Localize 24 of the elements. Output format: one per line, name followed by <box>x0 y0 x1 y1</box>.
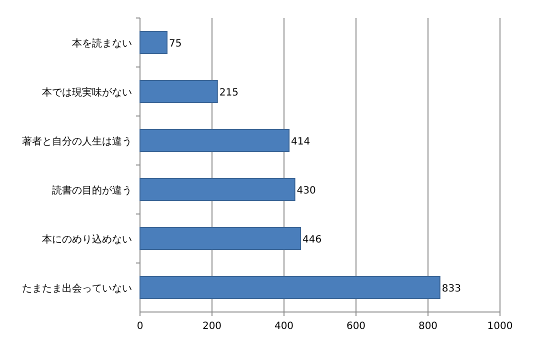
bar <box>140 30 168 54</box>
x-tick-label: 0 <box>136 321 144 332</box>
data-label: 75 <box>169 38 182 50</box>
bar <box>140 276 440 300</box>
bar <box>140 226 302 250</box>
data-label: 215 <box>219 88 238 98</box>
x-tick-label: 600 <box>346 321 366 332</box>
x-tick-label: 800 <box>418 321 438 332</box>
data-label: 833 <box>442 284 461 294</box>
y-tick-label: 本を読まない <box>72 38 132 50</box>
y-tick-label: 本では現実味がない <box>42 86 132 98</box>
y-tick-label: たまたま出会っていない <box>22 282 132 294</box>
x-tick-label: 400 <box>274 321 294 332</box>
data-label: 430 <box>296 186 316 196</box>
bar <box>140 128 290 152</box>
x-tick-label: 1000 <box>487 321 513 332</box>
x-tick-label: 200 <box>202 321 222 332</box>
y-tick-label: 読書の目的が違う <box>52 184 132 196</box>
data-label: 414 <box>291 136 310 148</box>
y-tick-label: 著者と自分の人生は違う <box>22 136 132 148</box>
y-tick-label: 本にのめり込めない <box>42 234 132 246</box>
bar <box>140 80 218 104</box>
bar <box>140 178 296 202</box>
data-label: 446 <box>302 234 322 246</box>
